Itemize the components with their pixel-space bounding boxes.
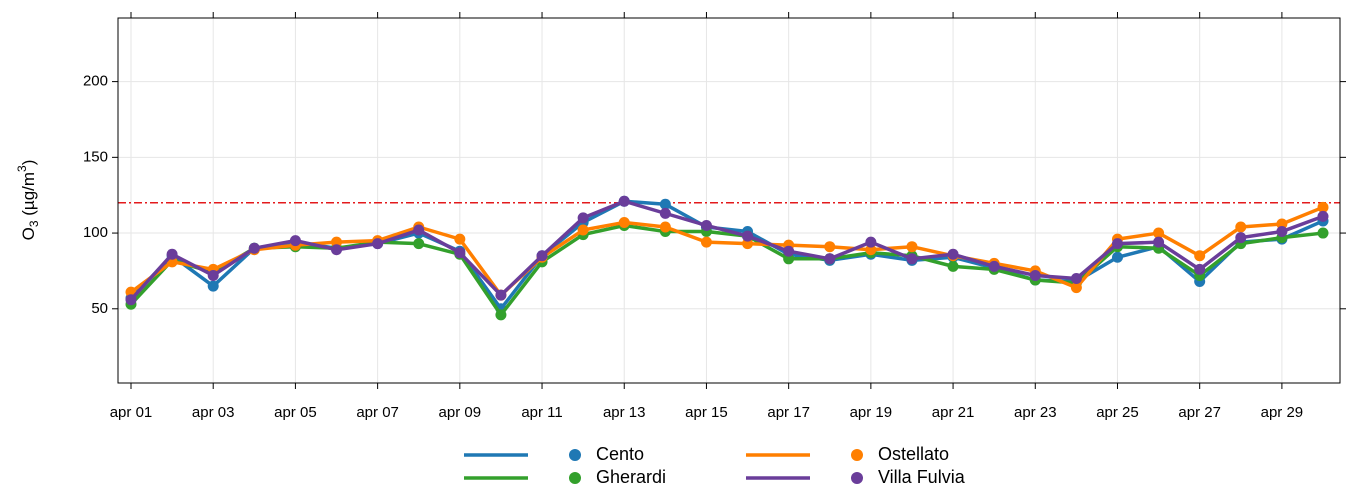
legend-swatch-dot — [569, 472, 581, 484]
data-point — [372, 238, 384, 250]
legend-swatch-dot — [851, 449, 863, 461]
data-point — [331, 244, 343, 256]
data-point — [495, 309, 507, 321]
data-point — [1317, 210, 1329, 222]
legend-item: Ostellato — [746, 444, 949, 464]
legend-label: Cento — [596, 444, 644, 464]
data-point — [906, 241, 918, 253]
series-line — [129, 223, 1324, 317]
plot-frame — [117, 17, 1341, 384]
data-point — [865, 236, 877, 248]
data-point — [742, 238, 754, 250]
data-point — [906, 253, 918, 265]
y-label-sub: 3 — [27, 220, 41, 227]
data-point — [659, 207, 671, 219]
legend-label: Ostellato — [878, 444, 949, 464]
data-point — [783, 253, 795, 265]
legend-swatch-dot — [851, 472, 863, 484]
data-point — [331, 236, 343, 248]
data-point — [1276, 226, 1288, 238]
legend-label: Gherardi — [596, 467, 666, 487]
x-tick-label: apr 23 — [1014, 404, 1057, 421]
data-point — [618, 195, 630, 207]
x-tick-label: apr 01 — [110, 404, 153, 421]
data-point — [125, 294, 137, 306]
x-tick-label: apr 29 — [1261, 404, 1304, 421]
data-point — [289, 235, 301, 247]
data-point — [865, 244, 877, 256]
data-point — [988, 260, 1000, 272]
data-point — [824, 241, 836, 253]
x-tick-label: apr 03 — [192, 404, 235, 421]
x-tick-label: apr 19 — [850, 404, 893, 421]
data-point — [577, 224, 589, 236]
data-point — [536, 250, 548, 262]
legend-item: Villa Fulvia — [746, 467, 966, 487]
data-point — [1070, 282, 1082, 294]
legend-swatch-dot — [569, 449, 581, 461]
data-point — [454, 233, 466, 245]
x-tick-label: apr 25 — [1096, 404, 1139, 421]
y-tick-label: 100 — [83, 224, 108, 241]
y-label-base: O — [19, 227, 38, 240]
x-tick-label: apr 11 — [521, 404, 562, 421]
data-point — [166, 248, 178, 260]
data-point — [659, 198, 671, 210]
y-axis-label: O3 (µg/m3) — [15, 160, 41, 241]
x-tick-label: apr 09 — [439, 404, 482, 421]
data-point — [207, 269, 219, 281]
data-point — [700, 236, 712, 248]
data-point — [1276, 218, 1288, 230]
data-point — [618, 216, 630, 228]
y-label-unit: (µg/m — [19, 172, 38, 221]
y-label-sup: 3 — [15, 165, 29, 172]
data-point — [577, 212, 589, 224]
x-tick-label: apr 17 — [767, 404, 810, 421]
grid — [118, 18, 1340, 383]
x-tick-label: apr 21 — [932, 404, 975, 421]
legend-item: Gherardi — [464, 467, 666, 487]
data-point — [413, 238, 425, 250]
x-tick-label: apr 07 — [356, 404, 399, 421]
series-line — [129, 199, 1324, 301]
data-point — [783, 245, 795, 257]
data-point — [1235, 221, 1247, 233]
data-point — [1111, 251, 1123, 263]
y-tick-label: 200 — [83, 73, 108, 90]
data-point — [947, 260, 959, 272]
y-tick-label: 50 — [91, 300, 108, 317]
data-point — [1153, 227, 1165, 239]
x-tick-label: apr 05 — [274, 404, 317, 421]
data-point — [1153, 236, 1165, 248]
data-point — [947, 248, 959, 260]
data-point — [495, 289, 507, 301]
legend-item: Cento — [464, 444, 644, 464]
data-point — [742, 230, 754, 242]
data-point — [659, 221, 671, 233]
y-label-end: ) — [19, 160, 38, 166]
data-point — [1194, 263, 1206, 275]
data-point — [1070, 272, 1082, 284]
legend-label: Villa Fulvia — [878, 467, 966, 487]
series-line — [129, 205, 1324, 297]
data-point — [413, 224, 425, 236]
data-point — [1235, 232, 1247, 244]
data-point — [248, 242, 260, 254]
data-point — [1317, 227, 1329, 239]
data-point — [1111, 238, 1123, 250]
x-tick-label: apr 27 — [1178, 404, 1221, 421]
series-line — [129, 199, 1324, 311]
data-point — [1317, 201, 1329, 213]
data-point — [824, 253, 836, 265]
data-point — [700, 219, 712, 231]
data-point — [1029, 269, 1041, 281]
x-tick-label: apr 13 — [603, 404, 646, 421]
y-tick-label: 150 — [83, 148, 108, 165]
x-tick-label: apr 15 — [685, 404, 728, 421]
data-point — [454, 247, 466, 259]
data-point — [1194, 250, 1206, 262]
data-point — [207, 280, 219, 292]
